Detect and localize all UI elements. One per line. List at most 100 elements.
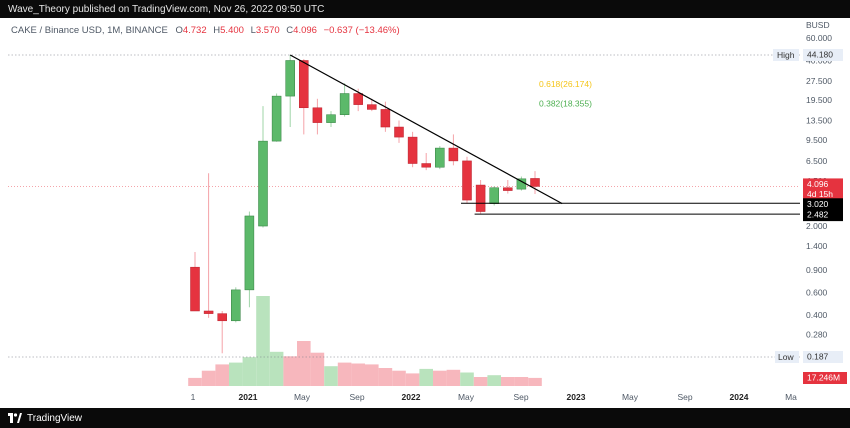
volume-bar bbox=[433, 370, 447, 386]
low-value: 3.570 bbox=[256, 25, 280, 36]
candle-body bbox=[407, 136, 418, 164]
volume-pane bbox=[188, 296, 542, 386]
high-value-badge-bg bbox=[803, 49, 843, 61]
time-tick-label: 2022 bbox=[402, 392, 421, 402]
candles bbox=[190, 55, 540, 354]
candle-body bbox=[203, 310, 214, 314]
time-tick-label: Ma bbox=[785, 392, 797, 402]
volume-bar bbox=[229, 362, 243, 386]
time-tick-label: 2023 bbox=[567, 392, 586, 402]
last-price-badge-text: 4.096 bbox=[807, 179, 829, 189]
volume-bar bbox=[297, 341, 311, 386]
price-tick-label: 0.600 bbox=[806, 288, 828, 298]
change-value: −0.637 (−13.46%) bbox=[324, 25, 400, 36]
support-2482-badge-text: 2.482 bbox=[807, 210, 829, 220]
footer-brand: TradingView bbox=[27, 412, 83, 424]
candle-body bbox=[462, 160, 472, 201]
price-tick-label: 0.900 bbox=[806, 265, 828, 275]
low-label-text: Low bbox=[778, 352, 794, 362]
volume-bar bbox=[405, 373, 420, 386]
price-chart[interactable]: 0.618(26.174)0.382(18.355) 60.00040.0002… bbox=[0, 18, 850, 408]
open-value: 4.732 bbox=[183, 25, 207, 36]
candle-body bbox=[503, 187, 513, 191]
volume-bar bbox=[365, 364, 379, 386]
volume-bar bbox=[446, 369, 461, 386]
publisher-header: Wave_Theory published on TradingView.com… bbox=[8, 4, 325, 15]
price-tick-label: 6.500 bbox=[806, 156, 828, 166]
time-tick-label: May bbox=[294, 392, 311, 402]
candle-body bbox=[380, 109, 391, 128]
candle-body bbox=[271, 95, 282, 142]
candle-body bbox=[394, 126, 404, 138]
time-tick-label: May bbox=[458, 392, 475, 402]
last-price-badge-bg bbox=[803, 178, 843, 201]
volume-bar bbox=[392, 370, 406, 386]
price-tick-label: 0.280 bbox=[806, 330, 828, 340]
time-tick-label: Sep bbox=[349, 392, 364, 402]
support-3020-badge-text: 3.020 bbox=[807, 199, 829, 209]
price-tick-label: 13.500 bbox=[806, 116, 832, 126]
volume-bar bbox=[283, 356, 297, 386]
high-label-bg bbox=[773, 49, 799, 61]
volume-bar bbox=[487, 375, 501, 386]
guide-lines bbox=[8, 54, 800, 358]
drawings[interactable]: 0.618(26.174) 0.382(18.355) bbox=[289, 54, 800, 215]
close-label: C bbox=[286, 25, 293, 36]
high-label-text: High bbox=[777, 50, 795, 60]
candle-body bbox=[475, 184, 486, 212]
candle-body bbox=[530, 178, 540, 187]
time-axis[interactable]: 1 2021 May Sep 2022 May Sep 2023 May Sep 2024 Ma bbox=[191, 392, 798, 402]
chart-panel[interactable]: 0.618(26.174)0.382(18.355) 60.00040.0002… bbox=[0, 18, 850, 408]
candle-body bbox=[367, 104, 377, 110]
volume-bar bbox=[528, 377, 542, 386]
candle-body bbox=[217, 313, 227, 322]
volume-bar bbox=[188, 377, 202, 386]
low-label-bg bbox=[775, 351, 799, 363]
volume-bar bbox=[514, 377, 529, 386]
volume-bar bbox=[269, 351, 284, 386]
candle-body bbox=[190, 266, 200, 312]
price-tick-label: 19.500 bbox=[806, 95, 832, 105]
candle-body bbox=[312, 107, 323, 123]
open-label: O bbox=[175, 25, 182, 36]
candle-body bbox=[244, 215, 255, 291]
support-2482-badge-bg bbox=[803, 209, 843, 222]
volume-bar bbox=[351, 363, 365, 386]
time-tick-label: 1 bbox=[191, 392, 196, 402]
volume-bar bbox=[419, 368, 433, 386]
fib-0382-label: 0.382(18.355) bbox=[539, 99, 592, 109]
price-tick-label: 1.400 bbox=[806, 241, 828, 251]
price-tick-label: 27.500 bbox=[806, 76, 832, 86]
volume-bar bbox=[324, 366, 338, 386]
volume-bar bbox=[473, 377, 488, 386]
volume-bar bbox=[310, 352, 325, 386]
price-tick-label: 9.500 bbox=[806, 135, 828, 145]
time-tick-label: 2024 bbox=[730, 392, 749, 402]
symbol-legend[interactable]: CAKE / Binance USD, 1M, BINANCE O4.732 H… bbox=[11, 25, 400, 36]
high-label: H bbox=[213, 25, 220, 36]
descending-trendline bbox=[289, 54, 563, 205]
candle-body bbox=[231, 289, 241, 322]
candle-body bbox=[353, 93, 363, 105]
candle-body bbox=[435, 147, 445, 168]
price-tick-label: 2.000 bbox=[806, 221, 828, 231]
candle-body bbox=[339, 93, 350, 115]
volume-bar bbox=[201, 370, 216, 386]
close-value: 4.096 bbox=[293, 25, 317, 36]
high-value-badge-text: 44.180 bbox=[807, 50, 833, 60]
volume-bar bbox=[242, 357, 257, 386]
candle-body bbox=[448, 147, 459, 162]
currency-label: BUSD bbox=[806, 20, 830, 30]
fib-0618-label: 0.618(26.174) bbox=[539, 79, 592, 89]
high-value: 5.400 bbox=[220, 25, 244, 36]
low-value-badge-bg bbox=[803, 351, 843, 363]
low-value-badge-text: 0.187 bbox=[807, 352, 829, 362]
candle-body bbox=[285, 60, 295, 97]
volume-bar bbox=[215, 364, 229, 386]
price-tick-label: 0.400 bbox=[806, 310, 828, 320]
support-3020-badge-bg bbox=[803, 198, 843, 211]
candle-body bbox=[299, 60, 309, 109]
tradingview-footer: TradingView bbox=[0, 408, 850, 428]
